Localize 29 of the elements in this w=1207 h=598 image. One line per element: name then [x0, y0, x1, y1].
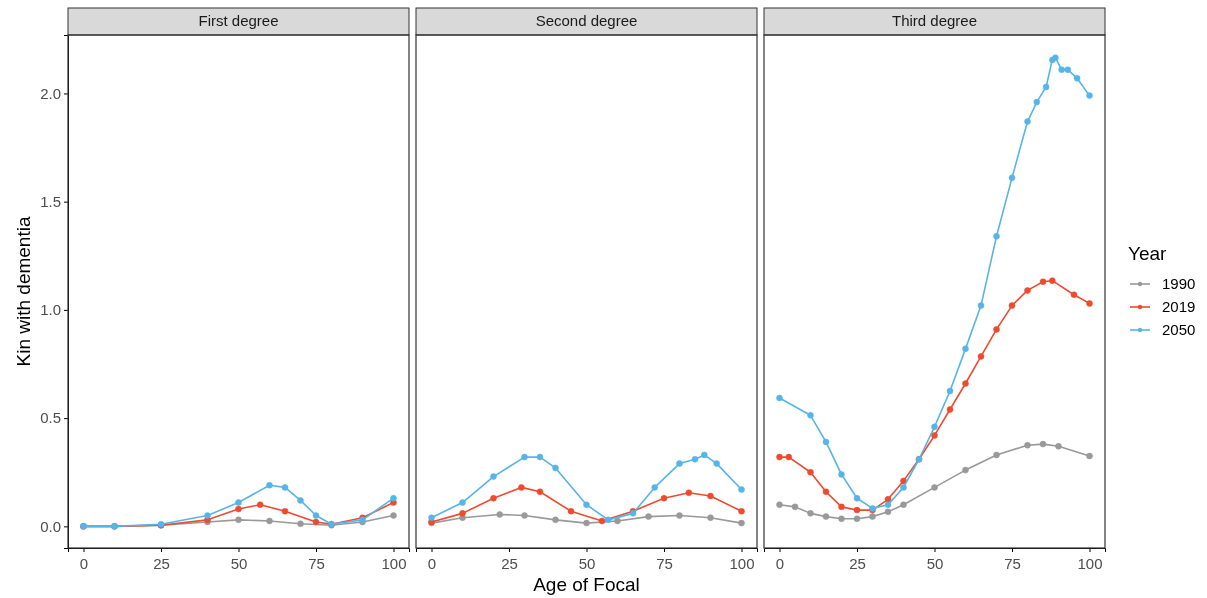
x-tick-label: 50 — [230, 554, 248, 572]
x-tick-label: 100 — [381, 554, 407, 572]
x-tick-label: 75 — [656, 554, 673, 572]
x-tick-label: 25 — [849, 554, 866, 572]
x-tick-label: 100 — [729, 554, 755, 572]
chart-title: Second degree — [535, 12, 638, 29]
legend-label: 1990 — [1162, 275, 1196, 292]
y-tick-label: 0.0 — [40, 517, 61, 535]
x-tick-label: 0 — [775, 554, 785, 572]
legend-title: Year — [1128, 243, 1168, 264]
legend-label: 2050 — [1162, 321, 1196, 338]
y-tick-label: 2.0 — [40, 84, 61, 102]
x-tick-label: 25 — [501, 554, 518, 572]
chart-title: First degree — [198, 12, 279, 29]
chart-title: Third degree — [891, 12, 978, 29]
x-tick-label: 100 — [1077, 554, 1103, 572]
y-tick-label: 1.5 — [40, 192, 61, 210]
x-tick-label: 25 — [153, 554, 170, 572]
y-tick-label: 0.5 — [40, 409, 61, 427]
x-tick-label: 50 — [578, 554, 596, 572]
x-tick-label: 50 — [926, 554, 944, 572]
y-tick-label: 1.0 — [40, 301, 61, 319]
x-tick-label: 75 — [308, 554, 325, 572]
x-axis-title: Age of Focal — [533, 574, 640, 595]
x-tick-label: 0 — [79, 554, 89, 572]
y-axis-title: Kin with dementia — [13, 216, 34, 367]
x-tick-label: 75 — [1004, 554, 1021, 572]
x-tick-label: 0 — [427, 554, 437, 572]
legend-label: 2019 — [1162, 298, 1196, 315]
